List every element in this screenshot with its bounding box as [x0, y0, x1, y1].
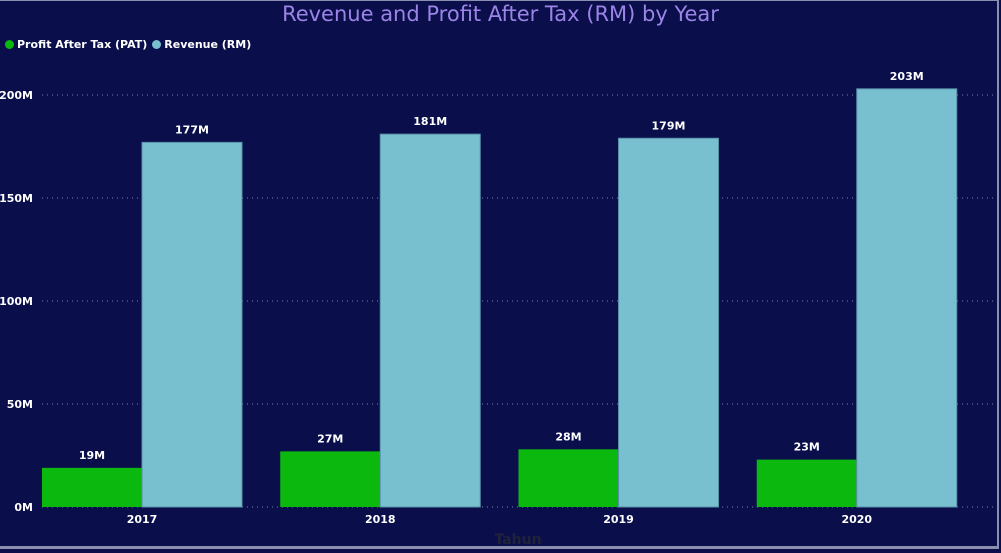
- bar-pat-2017[interactable]: [42, 467, 142, 507]
- bar-revenue-2019[interactable]: [618, 137, 719, 508]
- y-axis: 0M 50M 100M 150M 200M: [0, 89, 33, 514]
- data-label: 28M: [555, 430, 581, 443]
- y-tick-label: 0M: [14, 501, 33, 514]
- x-tick-label: 2017: [127, 513, 158, 526]
- data-label: 203M: [890, 70, 924, 83]
- bar-pat-2020[interactable]: [756, 459, 857, 507]
- x-axis: 2017 2018 2019 2020: [127, 513, 873, 526]
- data-label: 23M: [794, 441, 820, 454]
- y-tick-label: 50M: [7, 398, 33, 411]
- data-label: 177M: [175, 123, 209, 136]
- legend-item-revenue[interactable]: Revenue (RM): [152, 38, 251, 51]
- bar-pat-2019[interactable]: [518, 449, 619, 507]
- x-tick-label: 2020: [841, 513, 872, 526]
- bar-revenue-2018[interactable]: [379, 133, 481, 508]
- x-tick-label: 2019: [603, 513, 634, 526]
- chart-title: Revenue and Profit After Tax (RM) by Yea…: [282, 2, 719, 26]
- data-label: 19M: [79, 449, 105, 462]
- data-label: 27M: [317, 432, 343, 445]
- legend-label-revenue: Revenue (RM): [164, 38, 252, 51]
- legend: Profit After Tax (PAT) Revenue (RM): [5, 38, 256, 51]
- data-label: 181M: [413, 115, 447, 128]
- data-labels: 19M 177M 27M 181M 28M 179M 23M 203M: [79, 70, 924, 462]
- data-label: 179M: [652, 119, 686, 132]
- y-tick-label: 200M: [0, 89, 33, 102]
- x-axis-title: Tahun: [494, 532, 541, 548]
- legend-label-pat: Profit After Tax (PAT): [17, 38, 148, 51]
- x-tick-label: 2018: [365, 513, 396, 526]
- legend-marker-revenue: [152, 40, 162, 49]
- bar-revenue-2020[interactable]: [856, 88, 958, 508]
- legend-item-pat[interactable]: Profit After Tax (PAT): [5, 38, 147, 51]
- bar-revenue-2017[interactable]: [141, 141, 243, 508]
- y-tick-label: 150M: [0, 192, 33, 205]
- y-tick-label: 100M: [0, 295, 33, 308]
- legend-marker-pat: [5, 40, 14, 49]
- bars: [42, 88, 958, 508]
- bar-pat-2018[interactable]: [280, 451, 381, 507]
